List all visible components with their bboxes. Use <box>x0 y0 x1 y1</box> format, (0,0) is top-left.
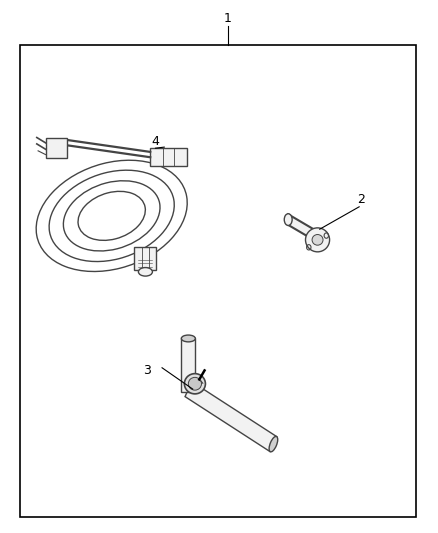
Ellipse shape <box>138 268 152 276</box>
Ellipse shape <box>312 235 323 245</box>
Ellipse shape <box>305 228 330 252</box>
Polygon shape <box>150 148 187 166</box>
Ellipse shape <box>188 377 201 390</box>
Polygon shape <box>181 338 195 392</box>
Ellipse shape <box>184 374 205 394</box>
Polygon shape <box>288 214 315 241</box>
Bar <box>20 45 416 517</box>
Polygon shape <box>185 382 277 451</box>
Polygon shape <box>134 247 156 270</box>
Ellipse shape <box>181 335 195 342</box>
Ellipse shape <box>284 214 292 225</box>
Polygon shape <box>46 138 67 158</box>
Text: 1: 1 <box>224 12 232 25</box>
Text: 2: 2 <box>357 193 365 206</box>
Text: 3: 3 <box>143 364 151 377</box>
Text: 4: 4 <box>152 135 159 148</box>
Ellipse shape <box>269 437 278 452</box>
